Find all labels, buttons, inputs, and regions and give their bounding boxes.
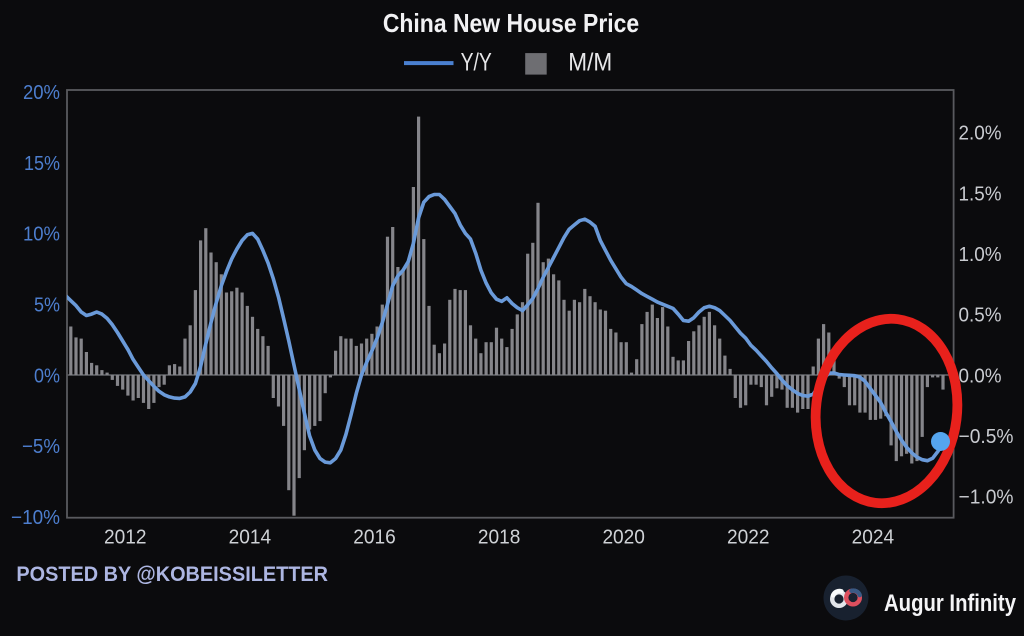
svg-text:20%: 20%	[23, 82, 60, 104]
svg-text:2020: 2020	[602, 527, 645, 549]
svg-text:POSTED BY @KOBEISSILETTER: POSTED BY @KOBEISSILETTER	[16, 561, 328, 586]
svg-text:−1.0%: −1.0%	[959, 487, 1014, 509]
svg-text:5%: 5%	[34, 295, 60, 317]
svg-text:2014: 2014	[229, 527, 272, 549]
svg-text:M/M: M/M	[568, 49, 612, 77]
svg-text:2012: 2012	[104, 527, 147, 549]
svg-text:15%: 15%	[24, 153, 60, 175]
svg-text:10%: 10%	[23, 224, 60, 246]
svg-text:2024: 2024	[852, 527, 895, 549]
svg-text:0.5%: 0.5%	[959, 305, 1002, 327]
svg-text:−10%: −10%	[11, 507, 60, 529]
svg-text:China New House Price: China New House Price	[383, 8, 639, 38]
svg-text:0.0%: 0.0%	[959, 365, 1002, 387]
svg-text:2022: 2022	[727, 527, 770, 549]
svg-text:Augur Infinity: Augur Infinity	[884, 590, 1017, 617]
svg-text:−5%: −5%	[22, 436, 60, 458]
svg-text:1.5%: 1.5%	[959, 183, 1002, 205]
svg-text:Y/Y: Y/Y	[461, 49, 492, 77]
svg-text:−0.5%: −0.5%	[959, 426, 1014, 448]
svg-text:2.0%: 2.0%	[959, 123, 1002, 145]
svg-text:0%: 0%	[34, 365, 60, 387]
svg-text:2016: 2016	[353, 527, 396, 549]
svg-text:2018: 2018	[478, 527, 521, 549]
svg-text:1.0%: 1.0%	[959, 244, 1002, 266]
